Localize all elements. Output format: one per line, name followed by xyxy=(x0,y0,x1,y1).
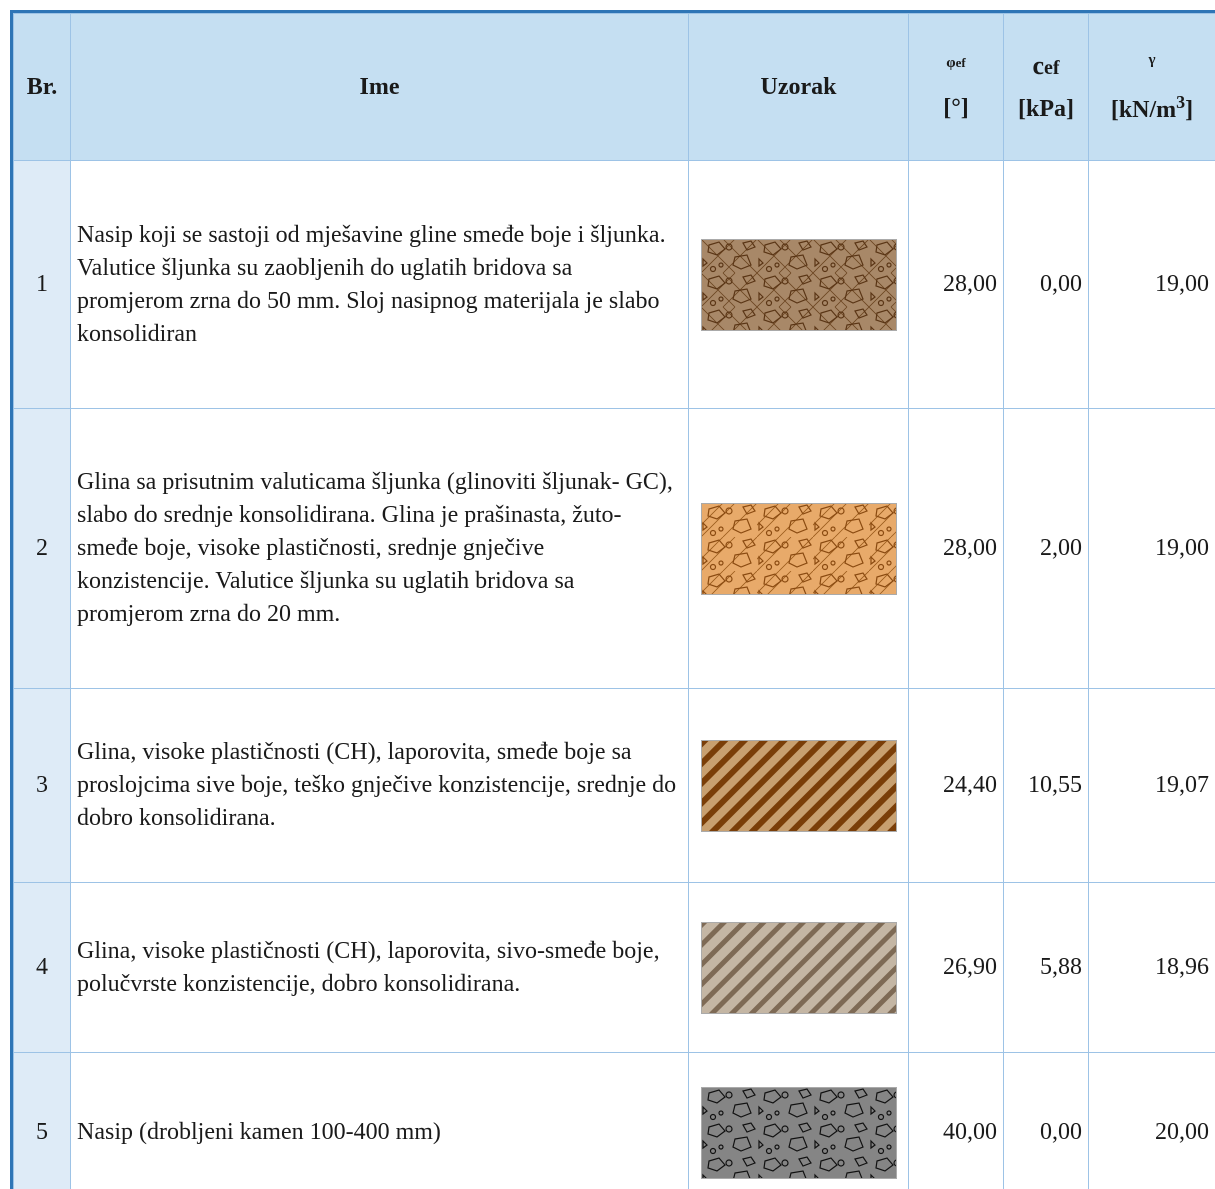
header-ime: Ime xyxy=(70,13,689,161)
sample-swatch xyxy=(700,739,897,832)
description: Nasip koji se sastoji od mješavine gline… xyxy=(70,160,689,409)
c-value: 5,88 xyxy=(1003,882,1089,1053)
sample-swatch xyxy=(700,1086,897,1179)
sample-cell xyxy=(688,688,909,883)
header-br: Br. xyxy=(13,13,71,161)
c-unit: [kPa] xyxy=(1018,95,1074,122)
sample-swatch xyxy=(700,921,897,1014)
table-row: 3 Glina, visoke plastičnosti (CH), laporo… xyxy=(13,688,1215,883)
gamma-value: 19,00 xyxy=(1088,408,1215,689)
phi-value: 40,00 xyxy=(908,1052,1004,1189)
swatch-fill xyxy=(700,921,897,1014)
c-symbol: c xyxy=(1032,50,1044,80)
table-frame: Br. Ime Uzorak φef [°] cef [kPa] γ [kN/m… xyxy=(10,10,1215,1189)
gamma-value: 19,07 xyxy=(1088,688,1215,883)
sample-swatch xyxy=(700,238,897,331)
swatch-fill xyxy=(700,1086,897,1179)
phi-value: 24,40 xyxy=(908,688,1004,883)
gamma-value: 20,00 xyxy=(1088,1052,1215,1189)
gamma-value: 18,96 xyxy=(1088,882,1215,1053)
sample-cell xyxy=(688,408,909,689)
sample-cell xyxy=(688,882,909,1053)
phi-unit: [°] xyxy=(943,94,969,121)
table-row: 1 Nasip koji se sastoji od mješavine glin… xyxy=(13,160,1215,409)
sample-cell xyxy=(688,1052,909,1189)
gamma-unit-sup: 3 xyxy=(1176,92,1186,112)
phi-value: 28,00 xyxy=(908,408,1004,689)
c-value: 2,00 xyxy=(1003,408,1089,689)
row-number: 5 xyxy=(13,1052,71,1189)
c-value: 0,00 xyxy=(1003,160,1089,409)
c-value: 0,00 xyxy=(1003,1052,1089,1189)
c-sub: ef xyxy=(1044,56,1060,79)
row-number: 1 xyxy=(13,160,71,409)
row-number: 2 xyxy=(13,408,71,689)
gamma-symbol: γ xyxy=(1148,52,1156,68)
gamma-unit: [kN/m xyxy=(1110,97,1177,123)
sample-swatch xyxy=(700,502,897,595)
header-gamma: γ [kN/m3] xyxy=(1088,13,1215,161)
phi-sub: ef xyxy=(955,54,966,70)
table-body: 1 Nasip koji se sastoji od mješavine glin… xyxy=(13,160,1215,1189)
header-phi: φef [°] xyxy=(908,13,1004,161)
row-number: 3 xyxy=(13,688,71,883)
description: Glina, visoke plastičnosti (CH), laporov… xyxy=(70,882,689,1053)
c-value: 10,55 xyxy=(1003,688,1089,883)
table-row: 4 Glina, visoke plastičnosti (CH), laporo… xyxy=(13,882,1215,1053)
swatch-fill xyxy=(700,238,897,331)
description: Glina sa prisutnim valuticama šljunka (g… xyxy=(70,408,689,689)
phi-symbol: φ xyxy=(946,54,956,71)
phi-value: 26,90 xyxy=(908,882,1004,1053)
soil-table: Br. Ime Uzorak φef [°] cef [kPa] γ [kN/m… xyxy=(13,13,1215,1189)
gamma-unit-end: ] xyxy=(1185,97,1194,123)
table-row: 5 Nasip (drobljeni kamen 100-400 mm) 40,00… xyxy=(13,1052,1215,1189)
description: Glina, visoke plastičnosti (CH), laporov… xyxy=(70,688,689,883)
header-row: Br. Ime Uzorak φef [°] cef [kPa] γ [kN/m… xyxy=(13,13,1215,161)
row-number: 4 xyxy=(13,882,71,1053)
swatch-fill xyxy=(700,739,897,832)
sample-cell xyxy=(688,160,909,409)
table-row: 2 Glina sa prisutnim valuticama šljunka (… xyxy=(13,408,1215,689)
phi-value: 28,00 xyxy=(908,160,1004,409)
swatch-fill xyxy=(700,502,897,595)
gamma-value: 19,00 xyxy=(1088,160,1215,409)
description: Nasip (drobljeni kamen 100-400 mm) xyxy=(70,1052,689,1189)
header-uzorak: Uzorak xyxy=(688,13,909,161)
header-c: cef [kPa] xyxy=(1003,13,1089,161)
